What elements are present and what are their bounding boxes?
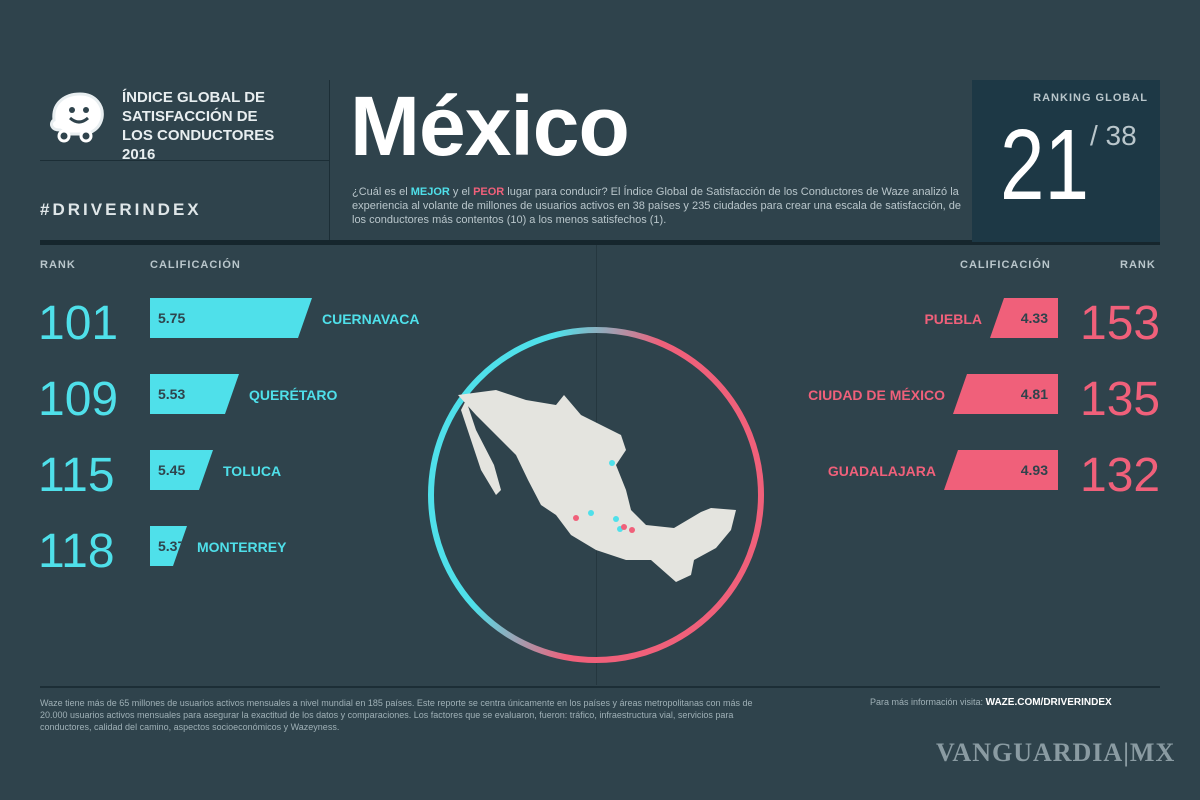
desc-text: ¿Cuál es el xyxy=(352,186,411,198)
mexico-map-circle xyxy=(428,327,764,663)
divider xyxy=(40,686,1160,688)
worst-score-bar: 4.93 xyxy=(944,450,1058,490)
ranking-total: / 38 xyxy=(1090,120,1137,151)
best-city: MONTERREY xyxy=(197,539,287,555)
best-score-bar: 5.75 xyxy=(150,298,312,338)
best-score-bar: 5.53 xyxy=(150,374,239,414)
best-city: QUERÉTARO xyxy=(249,387,338,403)
worst-score-bar: 4.33 xyxy=(990,298,1058,338)
worst-highlight: PEOR xyxy=(473,186,505,198)
worst-rank: 135 xyxy=(1080,373,1161,426)
divider xyxy=(40,160,330,161)
best-score-bar: 5.37 xyxy=(150,526,187,566)
divider xyxy=(329,80,330,242)
worst-city: CIUDAD DE MÉXICO xyxy=(808,387,945,403)
rank-header-right: RANK xyxy=(1120,259,1156,271)
description: ¿Cuál es el MEJOR y el PEOR lugar para c… xyxy=(352,185,962,227)
desc-text: y el xyxy=(449,186,474,198)
divider xyxy=(40,240,1160,245)
watermark: VANGUARDIA|MX xyxy=(936,738,1176,767)
desc-text: lugar para conducir? El Índice Global de… xyxy=(352,186,962,226)
score-header-left: CALIFICACIÓN xyxy=(150,259,241,271)
ring xyxy=(428,327,764,663)
best-city: TOLUCA xyxy=(223,463,282,479)
waze-logo-icon xyxy=(50,92,104,143)
country-title: México xyxy=(350,79,630,173)
worst-city: PUEBLA xyxy=(924,311,982,327)
best-rank: 109 xyxy=(38,373,119,426)
worst-score-bar: 4.81 xyxy=(953,374,1058,414)
best-rank: 118 xyxy=(38,525,115,578)
more-link[interactable]: WAZE.COM/DRIVERINDEX xyxy=(985,697,1112,708)
global-ranking-box: RANKING GLOBAL 21 / 38 xyxy=(972,80,1160,242)
more-label: Para más información visita: xyxy=(870,697,984,707)
best-highlight: MEJOR xyxy=(410,186,450,198)
ranking-position: 21 xyxy=(1000,109,1089,221)
worst-rank: 132 xyxy=(1080,449,1161,502)
best-score-bar: 5.45 xyxy=(150,450,213,490)
worst-rank: 153 xyxy=(1080,297,1161,350)
ranking-label: RANKING GLOBAL xyxy=(1033,92,1148,104)
score-header-right: CALIFICACIÓN xyxy=(960,259,1051,271)
best-city: CUERNAVACA xyxy=(322,311,420,327)
best-rank: 101 xyxy=(38,297,119,350)
rank-header-left: RANK xyxy=(40,259,76,271)
hashtag: #DRIVERINDEX xyxy=(40,200,202,219)
worst-city: GUADALAJARA xyxy=(827,463,936,479)
index-title: ÍNDICE GLOBAL DE SATISFACCIÓN DE LOS CON… xyxy=(122,89,275,163)
mexico-map xyxy=(458,390,736,582)
best-rank: 115 xyxy=(38,449,115,502)
footer-note: Waze tiene más de 65 millones de usuario… xyxy=(40,698,753,732)
more-info: Para más información visita: WAZE.COM/DR… xyxy=(870,697,1112,708)
